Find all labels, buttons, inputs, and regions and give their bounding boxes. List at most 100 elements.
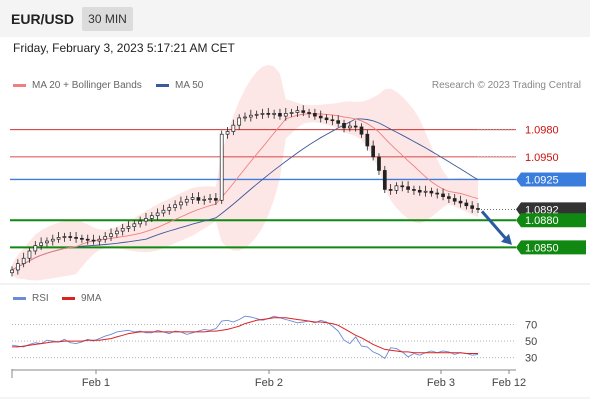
candle-body — [476, 208, 480, 210]
ma50-swatch — [156, 84, 169, 87]
candle-body — [353, 125, 358, 128]
candle-body — [109, 233, 113, 237]
candle-body — [184, 199, 189, 203]
candle-body — [237, 117, 242, 126]
copyright: Research © 2023 Trading Central — [431, 80, 581, 91]
candle-body — [144, 218, 148, 222]
x-tick-label: Feb 1 — [82, 377, 110, 389]
candle-body — [21, 257, 26, 265]
candle-body — [132, 223, 137, 227]
candle-body — [336, 120, 341, 124]
candle-body — [62, 236, 67, 238]
candle-body — [429, 190, 434, 194]
price-label-support: 1.0850 — [516, 240, 586, 255]
legend-9ma: 9MA — [62, 293, 102, 304]
candle-body — [179, 201, 183, 206]
price-label-box — [516, 213, 586, 228]
candle-body — [243, 116, 247, 119]
rsi-label: RSI — [32, 293, 49, 304]
candle-body — [435, 192, 440, 195]
legend-ma20: MA 20 + Bollinger Bands — [13, 80, 142, 91]
candle-body — [45, 240, 49, 244]
rsi-tick-label: 70 — [525, 319, 537, 331]
candle-body — [447, 196, 451, 199]
candle-body — [138, 220, 142, 225]
candle-body — [307, 112, 311, 114]
candle-body — [120, 228, 125, 232]
candle-body — [39, 242, 43, 246]
rsi-ma-line — [12, 317, 478, 354]
candle-body — [272, 113, 276, 115]
price-label-text: 1.0880 — [525, 215, 559, 227]
candle-body — [196, 197, 201, 201]
top-bar: EUR/USD 30 MIN — [0, 0, 590, 37]
candle-body — [161, 209, 166, 214]
candle-body — [406, 186, 410, 190]
rsi-tick-label: 30 — [525, 353, 537, 365]
candle-body — [10, 269, 14, 274]
candle-body — [248, 114, 253, 118]
candle-body — [80, 237, 84, 240]
price-label-resistance: 1.0950 — [525, 152, 559, 164]
x-tick-label: Feb 3 — [427, 377, 455, 389]
ma20-line — [11, 113, 479, 271]
candle-body — [330, 119, 335, 122]
candle-body — [295, 110, 300, 113]
candle-body — [97, 238, 102, 242]
candle-body — [417, 189, 422, 193]
rsi-ma-swatch — [62, 297, 75, 300]
ma20-label: MA 20 + Bollinger Bands — [32, 80, 142, 91]
candle-body — [149, 215, 154, 219]
candle-body — [68, 236, 73, 238]
price-label-box — [516, 202, 586, 217]
price-label-pivot: 1.0925 — [516, 172, 586, 187]
price-label-resistance: 1.0980 — [525, 125, 559, 137]
candle-body — [470, 205, 475, 209]
legend-ma50: MA 50 — [156, 80, 203, 91]
price-label-text: 1.0980 — [525, 125, 559, 137]
price-label-box — [516, 172, 586, 187]
candle-body — [214, 198, 218, 201]
x-tick-label: Feb 2 — [255, 377, 283, 389]
candle-body — [342, 122, 346, 129]
candle-body — [15, 263, 20, 271]
candle-body — [371, 145, 375, 158]
candle-body — [412, 189, 416, 191]
candle-body — [50, 238, 55, 242]
candle-body — [27, 250, 32, 259]
price-label-text: 1.0950 — [525, 152, 559, 164]
candle-body — [452, 198, 457, 202]
candle-body — [254, 113, 259, 116]
ma50-label: MA 50 — [175, 80, 204, 91]
candle-body — [377, 156, 381, 171]
candle-body — [382, 170, 387, 190]
candle-body — [219, 133, 224, 201]
candle-body — [394, 185, 399, 191]
candle-body — [266, 113, 271, 115]
candle-body — [225, 131, 230, 135]
candle-body — [365, 133, 370, 147]
candle-body — [348, 125, 352, 129]
candle-body — [283, 113, 288, 117]
ma20-swatch — [13, 84, 26, 87]
forecast-arrow-shaft — [480, 210, 508, 240]
rsi-swatch — [13, 297, 26, 300]
candle-body — [458, 200, 463, 204]
candle-body — [208, 198, 212, 200]
rsi-tick-label: 50 — [525, 336, 537, 348]
candle-body — [126, 226, 131, 229]
candle-body — [202, 199, 207, 201]
candle-body — [173, 204, 177, 208]
candle-body — [260, 113, 265, 115]
candle-body — [190, 197, 195, 200]
candle-body — [56, 237, 61, 240]
candle-body — [301, 110, 306, 113]
candle-body — [167, 207, 172, 211]
timeframe-button[interactable]: 30 MIN — [82, 7, 133, 31]
instrument-title: EUR/USD — [11, 11, 75, 27]
candle-body — [318, 115, 323, 119]
candle-body — [33, 245, 38, 252]
candle-body — [289, 112, 294, 114]
candle-body — [441, 193, 445, 198]
